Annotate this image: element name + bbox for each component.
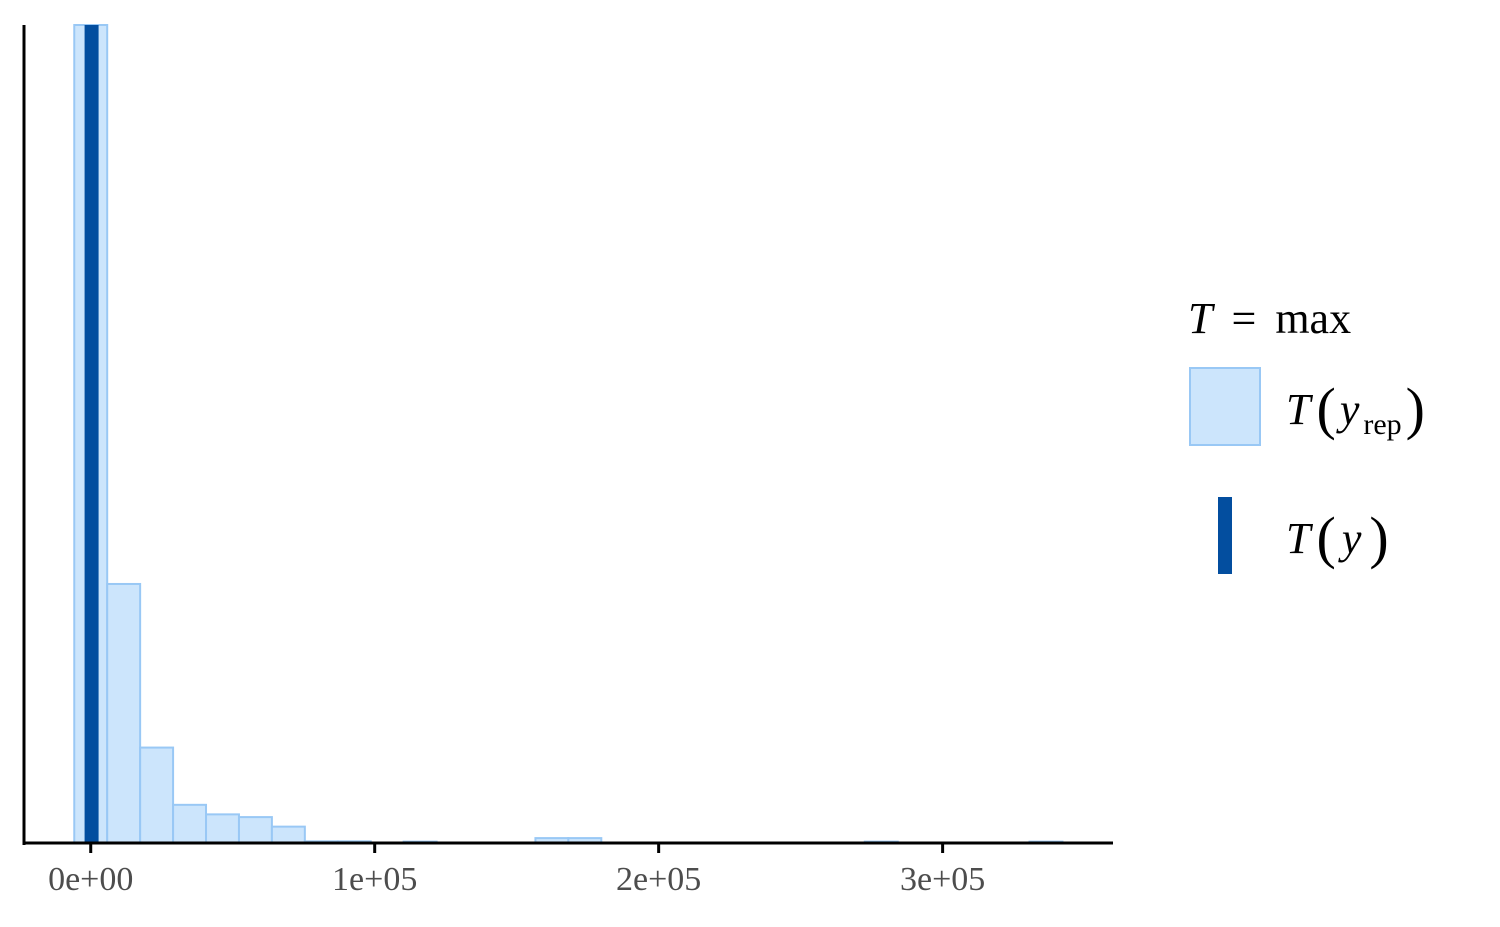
x-tick-label: 2e+05 xyxy=(616,861,701,898)
x-tick-label: 0e+00 xyxy=(48,861,133,898)
legend-yrep-symbol: T xyxy=(1286,385,1314,434)
legend-yrep-open-paren: ( xyxy=(1316,376,1335,441)
legend-y-close-paren: ) xyxy=(1369,505,1388,570)
histogram-bar xyxy=(270,825,306,845)
histogram-bar xyxy=(172,803,208,844)
legend-yrep-close-paren: ) xyxy=(1406,376,1425,441)
legend: T = max T ( y rep ) T ( y ) xyxy=(1188,294,1425,574)
histogram-bar xyxy=(106,582,142,844)
legend-label-y: T ( y ) xyxy=(1286,505,1389,570)
legend-title-stat: max xyxy=(1275,294,1351,343)
histogram-bars xyxy=(73,24,1064,845)
legend-yrep-var: y xyxy=(1336,385,1360,434)
legend-y-open-paren: ( xyxy=(1316,505,1335,570)
legend-title: T = max xyxy=(1188,294,1351,343)
legend-label-yrep: T ( y rep ) xyxy=(1286,376,1425,441)
legend-key-yrep xyxy=(1189,367,1261,446)
x-tick-label: 3e+05 xyxy=(900,861,985,898)
x-axis-ticks: 0e+00 1e+05 2e+05 3e+05 xyxy=(48,843,985,898)
legend-y-var: y xyxy=(1338,514,1362,563)
histogram-bar xyxy=(237,816,273,845)
legend-title-symbol: T xyxy=(1188,294,1216,343)
legend-y-symbol: T xyxy=(1286,514,1314,563)
histogram-bar xyxy=(139,746,175,844)
x-tick-label: 1e+05 xyxy=(332,861,417,898)
legend-title-equals: = xyxy=(1231,294,1256,343)
legend-yrep-sub: rep xyxy=(1363,408,1401,441)
histogram-bar xyxy=(205,813,240,844)
